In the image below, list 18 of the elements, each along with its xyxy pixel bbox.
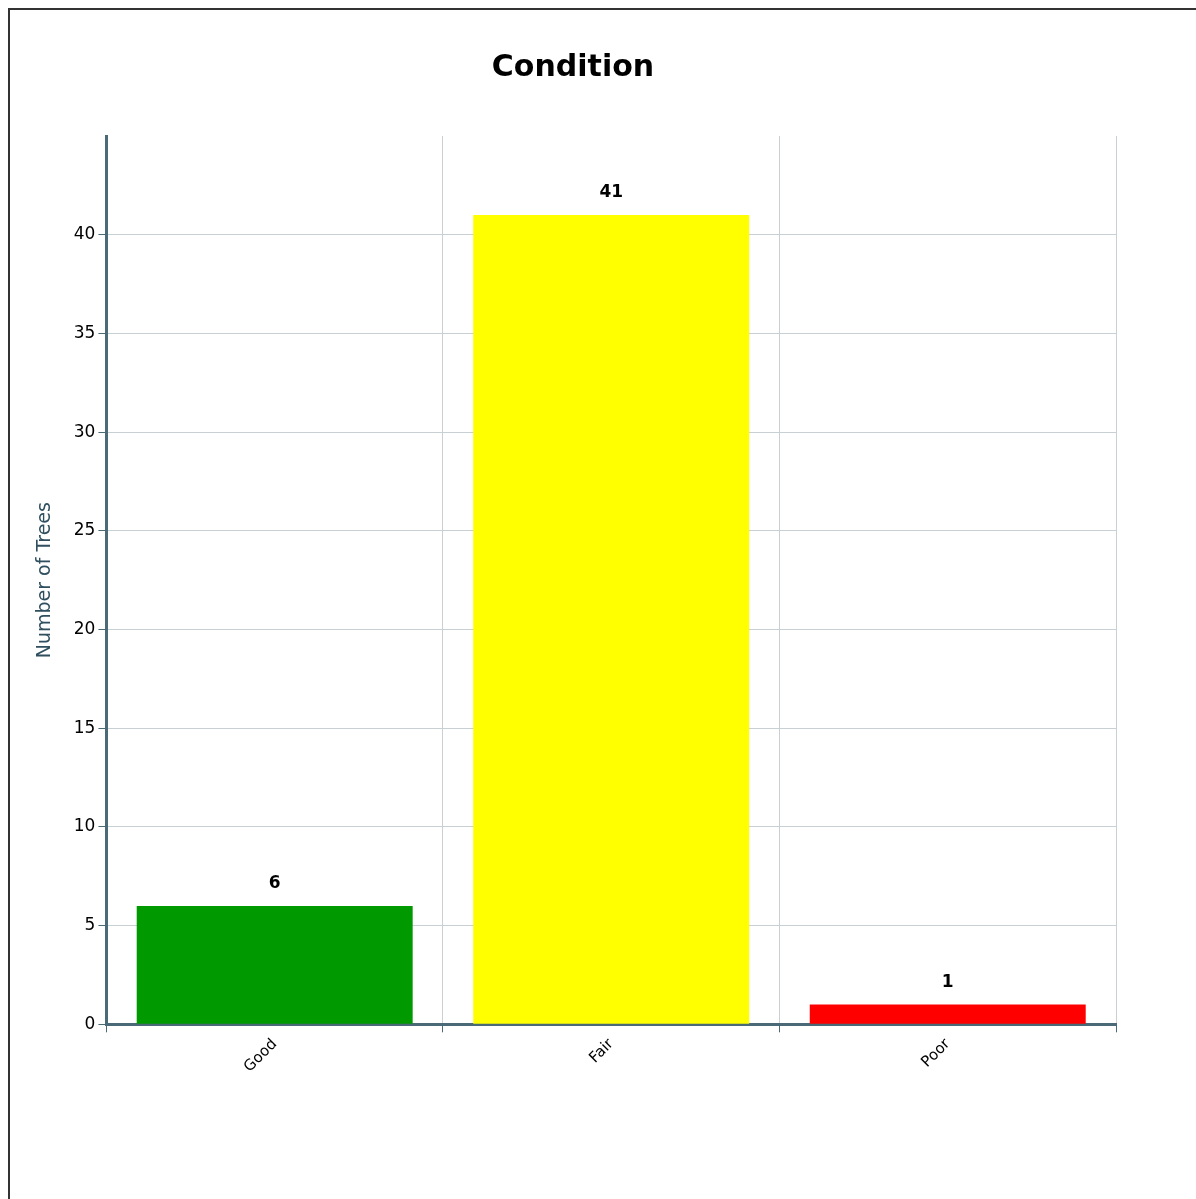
y-tick-label: 35 xyxy=(73,321,96,342)
data-label: 1 xyxy=(941,970,954,991)
data-label: 41 xyxy=(599,180,624,201)
y-tick-label: 30 xyxy=(73,420,96,441)
y-tick-label: 20 xyxy=(73,617,96,638)
y-tick-label: 10 xyxy=(73,815,96,836)
y-tick-label: 5 xyxy=(84,914,96,935)
bar xyxy=(136,905,413,1024)
chart-title: Condition xyxy=(491,47,655,83)
y-tick-label: 40 xyxy=(73,223,96,244)
x-tick-label: Fair xyxy=(585,1033,618,1067)
y-axis-title: Number of Trees xyxy=(32,502,55,659)
y-tick-label: 25 xyxy=(73,519,96,540)
bar xyxy=(809,1004,1086,1024)
data-label: 6 xyxy=(268,871,281,892)
y-tick-label: 0 xyxy=(84,1012,96,1033)
y-tick-label: 15 xyxy=(73,716,96,737)
bar xyxy=(473,214,750,1024)
